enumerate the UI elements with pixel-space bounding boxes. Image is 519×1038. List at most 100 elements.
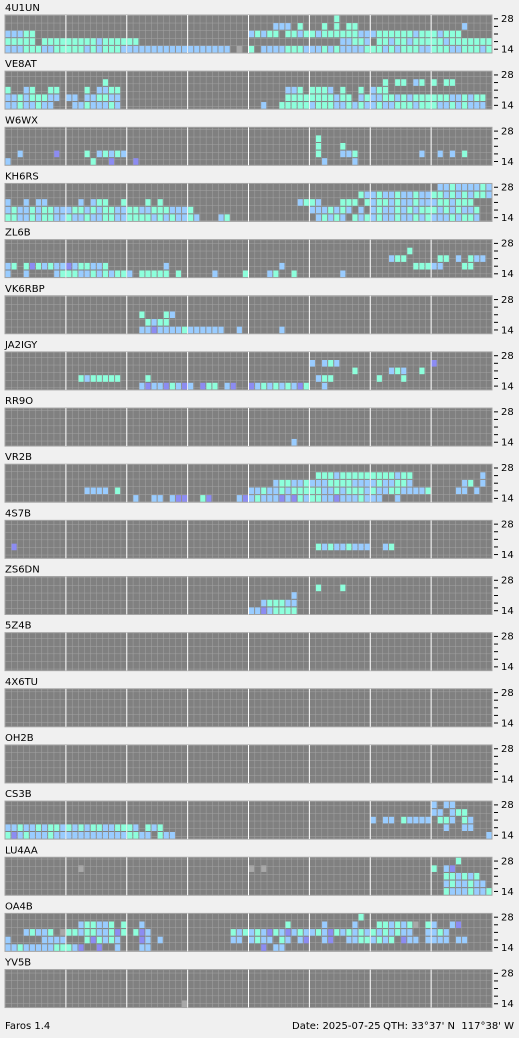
signal-cell	[407, 191, 413, 199]
signal-cell	[376, 199, 382, 206]
signal-cell	[449, 214, 455, 221]
signal-cell	[407, 94, 413, 102]
signal-cell	[340, 495, 346, 502]
signal-cell	[364, 479, 370, 487]
signal-cell	[72, 929, 78, 936]
signal-cell	[401, 472, 407, 479]
date: Date: 2025-07-25	[292, 1021, 381, 1032]
signal-cell	[346, 199, 352, 206]
signal-cell	[346, 23, 352, 30]
signal-cell	[297, 30, 303, 38]
signal-cell	[242, 495, 248, 502]
signal-cell	[11, 38, 17, 45]
signal-cell	[328, 45, 334, 53]
signal-cell	[249, 45, 255, 53]
signal-cell	[90, 38, 96, 45]
signal-cell	[395, 45, 401, 53]
signal-cell	[72, 94, 78, 102]
signal-cell	[443, 183, 449, 191]
signal-cell	[364, 94, 370, 102]
signal-cell	[443, 801, 449, 809]
signal-cell	[84, 929, 90, 936]
signal-cell	[115, 487, 121, 495]
signal-cell	[23, 832, 29, 839]
signal-cell	[358, 86, 364, 94]
signal-cell	[364, 929, 370, 936]
signal-cell	[449, 150, 455, 158]
signal-cell	[273, 23, 279, 30]
signal-cell	[291, 94, 297, 102]
signal-cell	[443, 94, 449, 102]
signal-cell	[96, 214, 102, 221]
signal-cell	[5, 944, 11, 951]
band-label-bottom: 14	[501, 662, 514, 673]
signal-cell	[449, 816, 455, 824]
signal-cell	[78, 832, 84, 839]
signal-cell	[96, 206, 102, 214]
signal-cell	[285, 23, 291, 30]
signal-cell	[121, 270, 127, 278]
band-label-bottom: 14	[501, 325, 514, 336]
signal-cell	[78, 375, 84, 382]
signal-cell	[382, 479, 389, 487]
signal-cell	[200, 495, 206, 502]
signal-cell	[419, 94, 425, 102]
signal-cell	[139, 936, 145, 944]
signal-cell	[54, 936, 60, 944]
signal-cell	[48, 38, 54, 45]
signal-cell	[78, 262, 84, 270]
signal-cell	[474, 191, 480, 199]
signal-cell	[29, 206, 35, 214]
signal-cell	[303, 929, 309, 936]
band-label-top: 28	[501, 407, 514, 418]
signal-cell	[66, 45, 72, 53]
signal-cell	[108, 45, 115, 53]
signal-cell	[346, 495, 352, 502]
signal-cell	[376, 102, 382, 109]
signal-cell	[175, 270, 182, 278]
signal-cell	[102, 921, 108, 929]
signal-cell	[413, 94, 419, 102]
signal-cell	[169, 495, 175, 502]
signal-cell	[401, 214, 407, 221]
beacon-callsign: LU4AA	[5, 845, 38, 856]
signal-cell	[437, 94, 443, 102]
signal-cell	[443, 888, 449, 895]
signal-cell	[96, 94, 102, 102]
signal-cell	[468, 38, 474, 45]
signal-cell	[468, 183, 474, 191]
signal-cell	[84, 86, 90, 94]
signal-cell	[48, 944, 54, 951]
signal-cell	[115, 102, 121, 109]
signal-cell	[115, 929, 121, 936]
signal-cell	[437, 262, 443, 270]
signal-cell	[315, 143, 322, 150]
signal-cell	[443, 872, 449, 880]
signal-cell	[358, 936, 364, 944]
signal-cell	[48, 936, 54, 944]
band-label-top: 28	[501, 576, 514, 587]
signal-cell	[267, 45, 273, 53]
beacon-callsign: KH6RS	[5, 171, 39, 182]
signal-cell	[157, 832, 163, 839]
signal-cell	[151, 319, 157, 326]
signal-cell	[60, 262, 66, 270]
signal-cell	[437, 183, 443, 191]
signal-cell	[17, 214, 23, 221]
signal-cell	[419, 79, 425, 86]
signal-cell	[11, 824, 17, 831]
signal-cell	[346, 206, 352, 214]
signal-cell	[322, 94, 328, 102]
signal-cell	[285, 479, 291, 487]
signal-cell	[90, 270, 96, 278]
signal-cell	[419, 262, 425, 270]
signal-cell	[54, 86, 60, 94]
signal-cell	[151, 45, 157, 53]
signal-cell	[5, 94, 11, 102]
signal-cell	[352, 479, 358, 487]
signal-cell	[352, 543, 358, 551]
signal-cell	[72, 102, 78, 109]
signal-cell	[273, 944, 279, 951]
signal-cell	[474, 214, 480, 221]
signal-cell	[84, 824, 90, 831]
